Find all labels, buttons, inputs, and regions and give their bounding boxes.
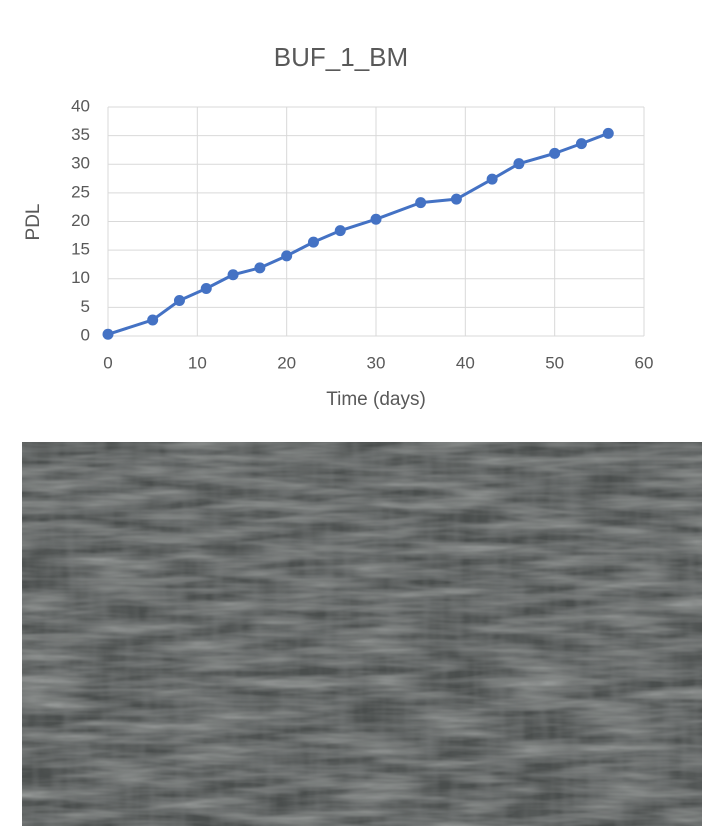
data-point <box>281 250 293 262</box>
y-tick-label: 30 <box>71 154 90 173</box>
y-tick-label: 10 <box>71 268 90 287</box>
y-tick-label: 25 <box>71 182 90 201</box>
x-tick-label: 50 <box>545 353 564 372</box>
y-tick-label: 0 <box>81 325 90 344</box>
micrograph-texture <box>22 442 702 826</box>
x-tick-label: 60 <box>635 353 654 372</box>
data-point <box>200 282 212 294</box>
y-tick-label: 40 <box>71 96 90 115</box>
micrograph <box>22 442 702 826</box>
y-tick-label: 5 <box>81 297 90 316</box>
x-tick-label: 10 <box>188 353 207 372</box>
data-point <box>227 269 239 281</box>
x-axis-label: Time (days) <box>326 389 426 410</box>
chart-title: BUF_1_BM <box>274 42 408 72</box>
x-tick-label: 20 <box>277 353 296 372</box>
data-point <box>307 236 319 248</box>
x-tick-label: 30 <box>367 353 386 372</box>
y-tick-label: 15 <box>71 240 90 259</box>
x-tick-label: 0 <box>103 353 112 372</box>
data-point <box>147 314 159 326</box>
y-tick-label: 35 <box>71 125 90 144</box>
y-axis-label: PDL <box>23 204 44 241</box>
data-point <box>549 147 561 159</box>
data-point <box>450 193 462 205</box>
data-point <box>173 295 185 307</box>
x-tick-label: 40 <box>456 353 475 372</box>
data-point <box>102 328 114 340</box>
data-point <box>602 127 614 139</box>
data-point <box>415 197 427 209</box>
data-point <box>513 158 525 170</box>
data-point <box>254 262 266 274</box>
data-point <box>575 138 587 150</box>
data-point <box>334 225 346 237</box>
y-tick-label: 20 <box>71 211 90 230</box>
data-point <box>486 173 498 185</box>
data-point <box>370 213 382 225</box>
